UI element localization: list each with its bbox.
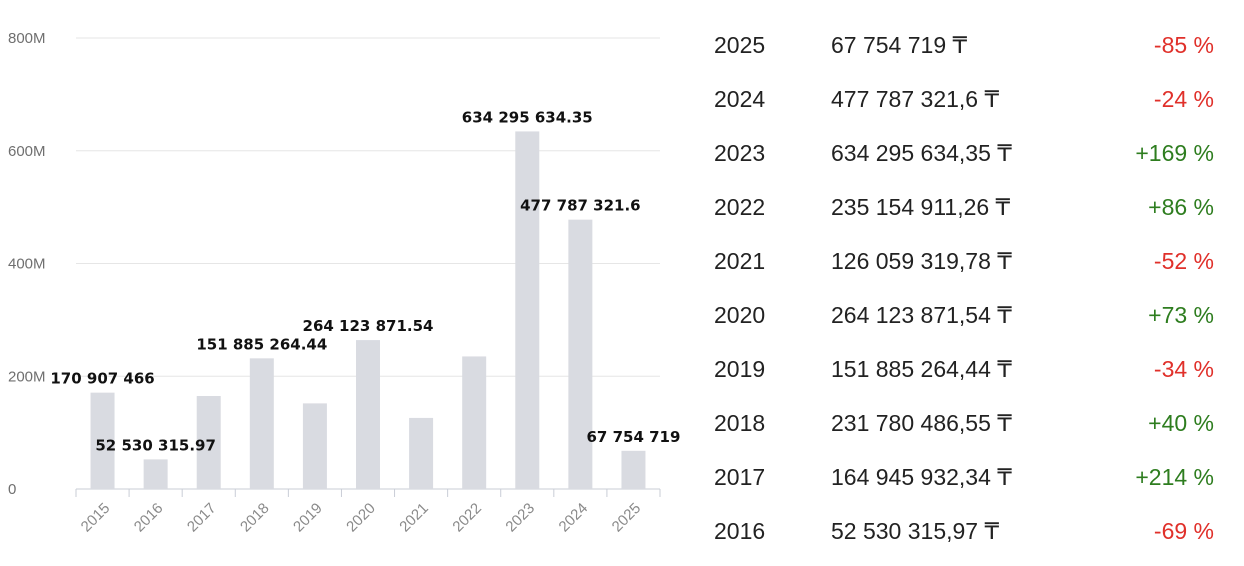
table-row: 2023 634 295 634,35 ₸ +169 % bbox=[714, 126, 1214, 180]
x-tick-label: 2023 bbox=[502, 500, 538, 536]
row-change-percent: +73 % bbox=[1148, 302, 1214, 328]
row-year: 2025 bbox=[714, 32, 766, 58]
table-row: 2024 477 787 321,6 ₸ -24 % bbox=[714, 72, 1214, 126]
data-label: 52 530 315.97 bbox=[95, 436, 216, 454]
x-tick-label: 2022 bbox=[449, 500, 485, 536]
y-tick-label: 200M bbox=[8, 368, 46, 385]
row-amount: 151 885 264,44 ₸ bbox=[831, 356, 1012, 382]
bar bbox=[515, 131, 540, 489]
row-year: 2022 bbox=[714, 194, 766, 220]
x-tick-label: 2021 bbox=[396, 500, 432, 536]
chart-svg: 0 200M 400M 600M 800M 2015 2016 2017 2018 2019 202… bbox=[8, 30, 680, 536]
row-change-percent: -69 % bbox=[1153, 518, 1214, 544]
bar bbox=[90, 392, 115, 489]
table-row: 2022 235 154 911,26 ₸ +86 % bbox=[714, 180, 1214, 234]
row-amount: 67 754 719 ₸ bbox=[831, 32, 968, 58]
table-row: 2017 164 945 932,34 ₸ +214 % bbox=[714, 450, 1214, 504]
bar bbox=[196, 396, 221, 489]
data-label: 264 123 871.54 bbox=[303, 317, 434, 335]
bar bbox=[356, 340, 380, 489]
bar bbox=[621, 450, 646, 489]
x-tick-label: 2020 bbox=[343, 500, 379, 536]
data-label: 170 907 466 bbox=[50, 370, 154, 388]
y-tick-label: 600M bbox=[8, 143, 46, 160]
row-year: 2021 bbox=[714, 248, 766, 274]
row-change-percent: -85 % bbox=[1153, 32, 1214, 58]
bar-chart: 0 200M 400M 600M 800M 2015 2016 2017 2018 2019 202… bbox=[8, 30, 680, 536]
x-tick-label: 2025 bbox=[609, 500, 645, 536]
row-amount: 164 945 932,34 ₸ bbox=[831, 464, 1012, 490]
table-row: 2020 264 123 871,54 ₸ +73 % bbox=[714, 288, 1214, 342]
row-amount: 477 787 321,6 ₸ bbox=[831, 86, 1000, 112]
data-label: 477 787 321.6 bbox=[520, 197, 641, 215]
row-change-percent: +86 % bbox=[1148, 194, 1214, 220]
bar bbox=[568, 219, 593, 489]
row-year: 2023 bbox=[714, 140, 766, 166]
x-tick-label: 2019 bbox=[290, 500, 326, 536]
bar bbox=[302, 403, 327, 489]
y-tick-label: 800M bbox=[8, 30, 46, 47]
row-amount: 231 780 486,55 ₸ bbox=[831, 410, 1012, 436]
row-change-percent: +40 % bbox=[1148, 410, 1214, 436]
x-tick-label: 2016 bbox=[131, 500, 167, 536]
row-year: 2016 bbox=[714, 518, 766, 544]
table-row: 2016 52 530 315,97 ₸ -69 % bbox=[714, 504, 1214, 558]
x-tick-label: 2018 bbox=[237, 500, 273, 536]
data-label: 634 295 634.35 bbox=[462, 108, 593, 126]
bar bbox=[409, 417, 434, 489]
row-year: 2018 bbox=[714, 410, 766, 436]
data-label: 67 754 719 bbox=[586, 428, 680, 446]
row-change-percent: -34 % bbox=[1153, 356, 1214, 382]
row-year: 2019 bbox=[714, 356, 766, 382]
row-amount: 634 295 634,35 ₸ bbox=[831, 140, 1012, 166]
table-row: 2025 67 754 719 ₸ -85 % bbox=[714, 18, 1214, 72]
bar bbox=[462, 356, 487, 489]
x-tick-label: 2015 bbox=[78, 500, 114, 536]
yearly-table: 2025 67 754 719 ₸ -85 % 2024 477 787 321,6 ₸… bbox=[714, 18, 1214, 558]
y-tick-label: 400M bbox=[8, 256, 46, 273]
row-amount: 126 059 319,78 ₸ bbox=[831, 248, 1012, 274]
row-amount: 235 154 911,26 ₸ bbox=[831, 194, 1011, 220]
row-change-percent: -52 % bbox=[1153, 248, 1214, 274]
row-year: 2024 bbox=[714, 86, 766, 112]
table-row: 2019 151 885 264,44 ₸ -34 % bbox=[714, 342, 1214, 396]
row-change-percent: +214 % bbox=[1135, 464, 1214, 490]
table-row: 2021 126 059 319,78 ₸ -52 % bbox=[714, 234, 1214, 288]
table-row: 2018 231 780 486,55 ₸ +40 % bbox=[714, 396, 1214, 450]
row-change-percent: -24 % bbox=[1153, 86, 1214, 112]
data-label: 151 885 264.44 bbox=[196, 335, 327, 353]
row-year: 2017 bbox=[714, 464, 766, 490]
y-tick-label: 0 bbox=[8, 481, 16, 498]
x-tick-label: 2017 bbox=[184, 500, 220, 536]
bar bbox=[143, 459, 168, 489]
row-change-percent: +169 % bbox=[1135, 140, 1214, 166]
row-amount: 52 530 315,97 ₸ bbox=[831, 518, 1000, 544]
bar bbox=[249, 358, 274, 489]
row-year: 2020 bbox=[714, 302, 766, 328]
row-amount: 264 123 871,54 ₸ bbox=[831, 302, 1012, 328]
x-tick-label: 2024 bbox=[556, 500, 592, 536]
